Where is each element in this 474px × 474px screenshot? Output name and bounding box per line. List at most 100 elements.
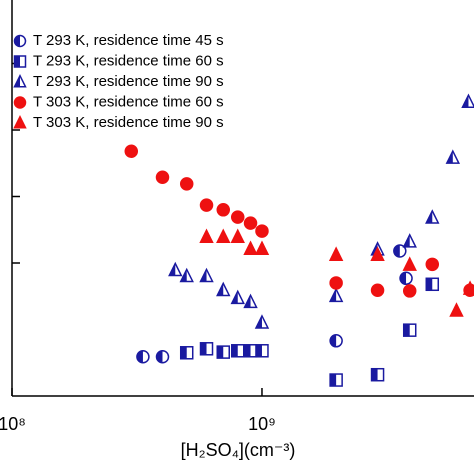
marker-half: [217, 283, 224, 296]
marker-body: [216, 228, 231, 243]
point: [329, 276, 343, 290]
marker-half: [403, 234, 410, 247]
marker-half: [169, 263, 176, 276]
legend-label: T 293 K, residence time 90 s: [33, 73, 224, 90]
marker-half: [330, 334, 337, 347]
marker-body: [449, 302, 464, 317]
marker-body: [124, 144, 139, 159]
marker-half: [371, 368, 378, 381]
point: [179, 267, 194, 283]
marker-half: [462, 95, 469, 108]
marker-half: [393, 245, 400, 258]
marker-half: [14, 56, 20, 67]
marker-half: [180, 346, 187, 359]
point: [402, 284, 417, 298]
marker-half: [400, 272, 407, 285]
point: [230, 344, 245, 358]
marker-half: [231, 291, 238, 304]
legend-symbol: [13, 96, 27, 109]
marker-body: [402, 284, 417, 298]
legend-symbol: [13, 55, 27, 68]
marker-body: [179, 177, 194, 191]
marker-body: [329, 276, 343, 290]
marker-half: [426, 210, 433, 223]
marker-half: [244, 295, 251, 308]
point: [124, 144, 139, 159]
point: [216, 228, 231, 243]
point: [255, 224, 269, 238]
x-tick-label: 10⁸: [0, 414, 26, 434]
marker-half: [136, 350, 143, 363]
point: [445, 149, 461, 164]
point: [230, 228, 245, 243]
marker-half: [403, 324, 410, 337]
point: [425, 257, 440, 272]
marker-body: [370, 246, 385, 261]
point: [370, 367, 385, 382]
point: [243, 293, 258, 309]
point: [402, 256, 417, 271]
point: [329, 373, 343, 387]
marker-half: [330, 374, 337, 387]
marker-half: [14, 35, 20, 47]
marker-half: [446, 151, 453, 164]
point: [216, 203, 231, 217]
legend-label: T 293 K, residence time 60 s: [33, 52, 224, 69]
point: [255, 344, 269, 358]
point: [155, 350, 170, 364]
marker-half: [14, 75, 20, 87]
marker-body: [328, 246, 344, 261]
marker-half: [217, 346, 224, 359]
point: [230, 210, 245, 224]
point: [461, 93, 474, 108]
marker-body: [230, 210, 245, 224]
point: [328, 246, 344, 261]
marker-body: [199, 198, 214, 212]
point: [136, 350, 150, 364]
legend-symbol: [13, 73, 27, 88]
point: [243, 344, 258, 358]
x-axis-label: [H₂SO₄](cm⁻³): [181, 440, 296, 460]
point: [254, 314, 270, 329]
marker-half: [330, 289, 337, 302]
point: [216, 345, 231, 359]
point: [199, 198, 214, 212]
point: [449, 302, 464, 317]
legend-symbol: [13, 114, 27, 129]
marker-body: [199, 228, 214, 243]
point: [425, 209, 440, 224]
point: [425, 277, 440, 292]
point: [168, 261, 183, 277]
marker-body: [243, 240, 258, 255]
marker-body: [254, 240, 270, 255]
marker-body: [462, 280, 474, 295]
point: [243, 216, 258, 230]
point: [179, 346, 194, 360]
marker-body: [255, 224, 269, 238]
marker-body: [155, 170, 170, 184]
marker-body: [216, 203, 231, 217]
marker-body: [243, 216, 258, 230]
point: [402, 233, 417, 248]
point: [254, 240, 270, 255]
marker-half: [244, 344, 251, 357]
marker-body: [402, 256, 417, 271]
point: [329, 334, 343, 348]
marker-body: [425, 257, 440, 272]
point: [179, 177, 194, 191]
marker-half: [180, 269, 187, 282]
legend-label: T 293 K, residence time 45 s: [33, 32, 224, 49]
point: [216, 281, 231, 297]
point: [399, 271, 413, 286]
point: [402, 323, 417, 337]
marker-half: [156, 350, 163, 363]
point: [155, 170, 170, 184]
point: [199, 228, 214, 243]
marker-half: [255, 315, 262, 329]
legend-label: T 303 K, residence time 60 s: [33, 93, 224, 110]
point: [393, 244, 407, 258]
marker-half: [200, 342, 207, 355]
point: [462, 280, 474, 295]
marker-half: [231, 344, 238, 357]
